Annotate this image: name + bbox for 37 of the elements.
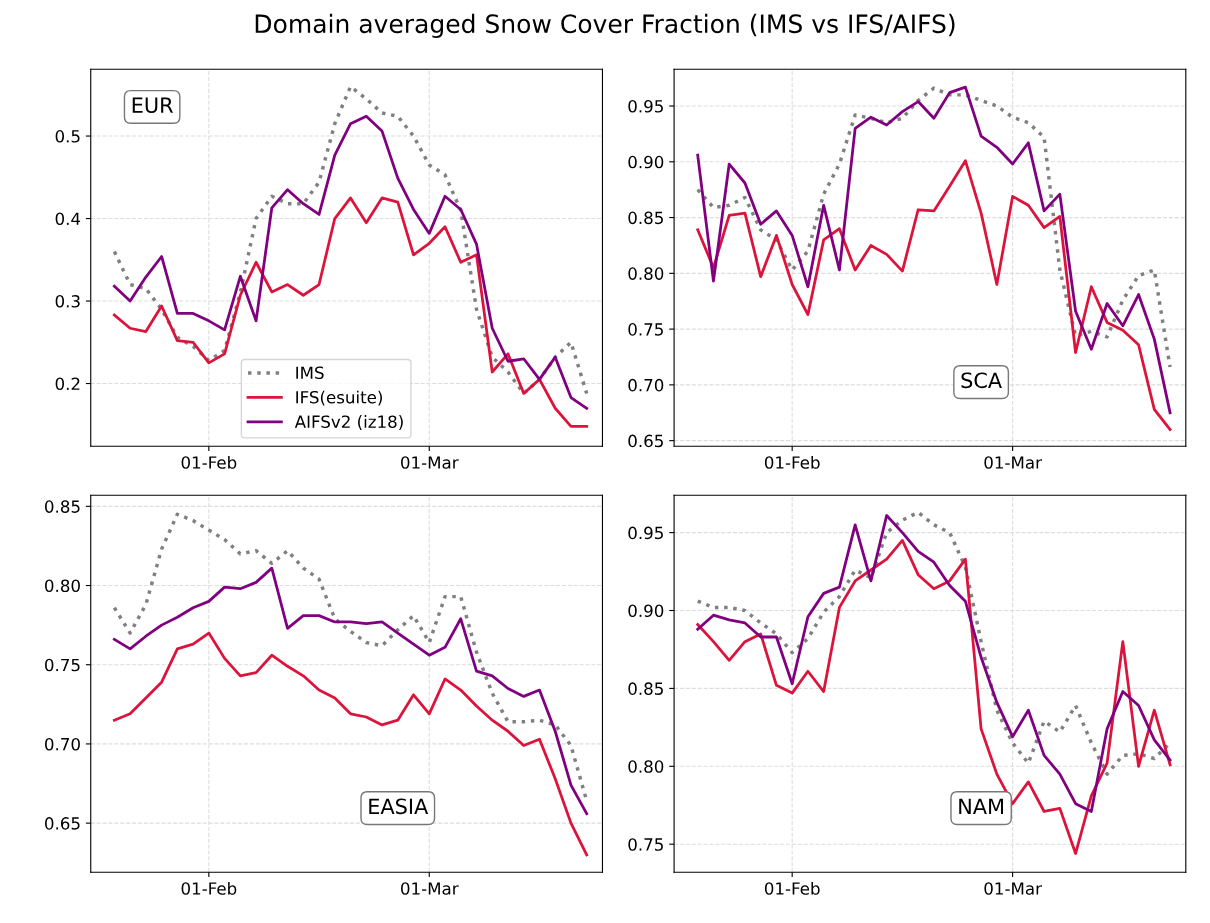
y-tick-label: 0.70 [628, 378, 664, 392]
y-tick-label: 0.80 [628, 760, 664, 773]
x-tick-label: 01-Mar [984, 456, 1042, 469]
legend-label: AIFSv2 (iz18) [294, 415, 403, 430]
x-tick-label: 01-Feb [181, 881, 237, 895]
y-tick-label: 0.80 [628, 267, 664, 280]
annotation: EASIA [369, 798, 429, 815]
y-tick-label: 0.2 [55, 377, 80, 391]
annotation: SCA [961, 372, 1002, 389]
y-tick-label: 0.95 [628, 526, 663, 540]
y-tick-label: 0.5 [55, 130, 80, 143]
y-tick-label: 0.75 [628, 323, 663, 336]
legend-label: IFS(esuite) [296, 390, 382, 406]
y-tick-label: 0.95 [628, 99, 663, 113]
y-tick-label: 0.75 [628, 838, 663, 851]
chart-title: Domain averaged Snow Cover Fraction (IMS vs IFS/AIFS) [255, 13, 955, 39]
y-tick-label: 0.80 [45, 579, 80, 593]
legend-label: IMS [296, 366, 324, 380]
y-tick-label: 0.70 [45, 737, 80, 751]
y-tick-label: 0.85 [45, 500, 80, 513]
y-tick-label: 0.4 [55, 212, 81, 226]
x-tick-label: 01-Feb [764, 881, 820, 895]
y-tick-label: 0.65 [45, 817, 80, 830]
y-tick-label: 0.3 [55, 295, 80, 308]
y-tick-label: 0.65 [628, 434, 663, 448]
y-tick-label: 0.90 [628, 155, 664, 169]
y-tick-label: 0.85 [628, 211, 663, 225]
y-tick-label: 0.85 [628, 682, 663, 695]
x-tick-label: 01-Mar [401, 882, 459, 895]
annotation: EUR [132, 97, 173, 113]
x-tick-label: 01-Feb [764, 455, 820, 469]
y-tick-label: 0.90 [628, 604, 664, 618]
x-tick-label: 01-Mar [401, 456, 459, 469]
y-tick-label: 0.75 [45, 658, 80, 672]
x-tick-label: 01-Mar [984, 882, 1042, 895]
x-tick-label: 01-Feb [181, 455, 237, 469]
annotation: NAM [959, 798, 1003, 814]
